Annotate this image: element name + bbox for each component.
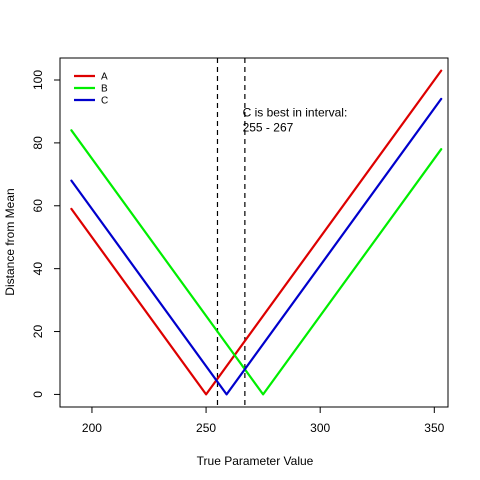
y-tick-label-80: 80 xyxy=(31,136,45,150)
y-tick-label-60: 60 xyxy=(31,199,45,213)
legend-label-b: B xyxy=(101,84,108,95)
x-tick-label-300: 300 xyxy=(310,421,330,435)
annotation-line-1: C is best in interval: xyxy=(243,105,348,119)
legend-label-a: A xyxy=(101,72,108,83)
y-tick-label-100: 100 xyxy=(31,70,45,90)
plot-area: 200 250 300 350 0 20 40 60 80 100 ABC xyxy=(31,57,449,435)
series-line-c xyxy=(70,97,443,396)
plot-frame xyxy=(59,57,449,408)
x-tick-label-350: 350 xyxy=(424,421,444,435)
x-tick-label-250: 250 xyxy=(196,421,216,435)
series-line-b xyxy=(70,129,443,396)
y-tick-label-0: 0 xyxy=(31,391,45,398)
y-axis-label: Distance from Mean xyxy=(3,188,17,295)
y-tick-label-20: 20 xyxy=(31,325,45,339)
series-line-a xyxy=(70,69,443,396)
x-axis-label: True Parameter Value xyxy=(197,454,314,468)
annotation-line-2: 255 - 267 xyxy=(243,120,294,134)
y-tick-label-40: 40 xyxy=(31,262,45,276)
legend-label-c: C xyxy=(101,96,108,107)
x-tick-label-200: 200 xyxy=(82,421,102,435)
